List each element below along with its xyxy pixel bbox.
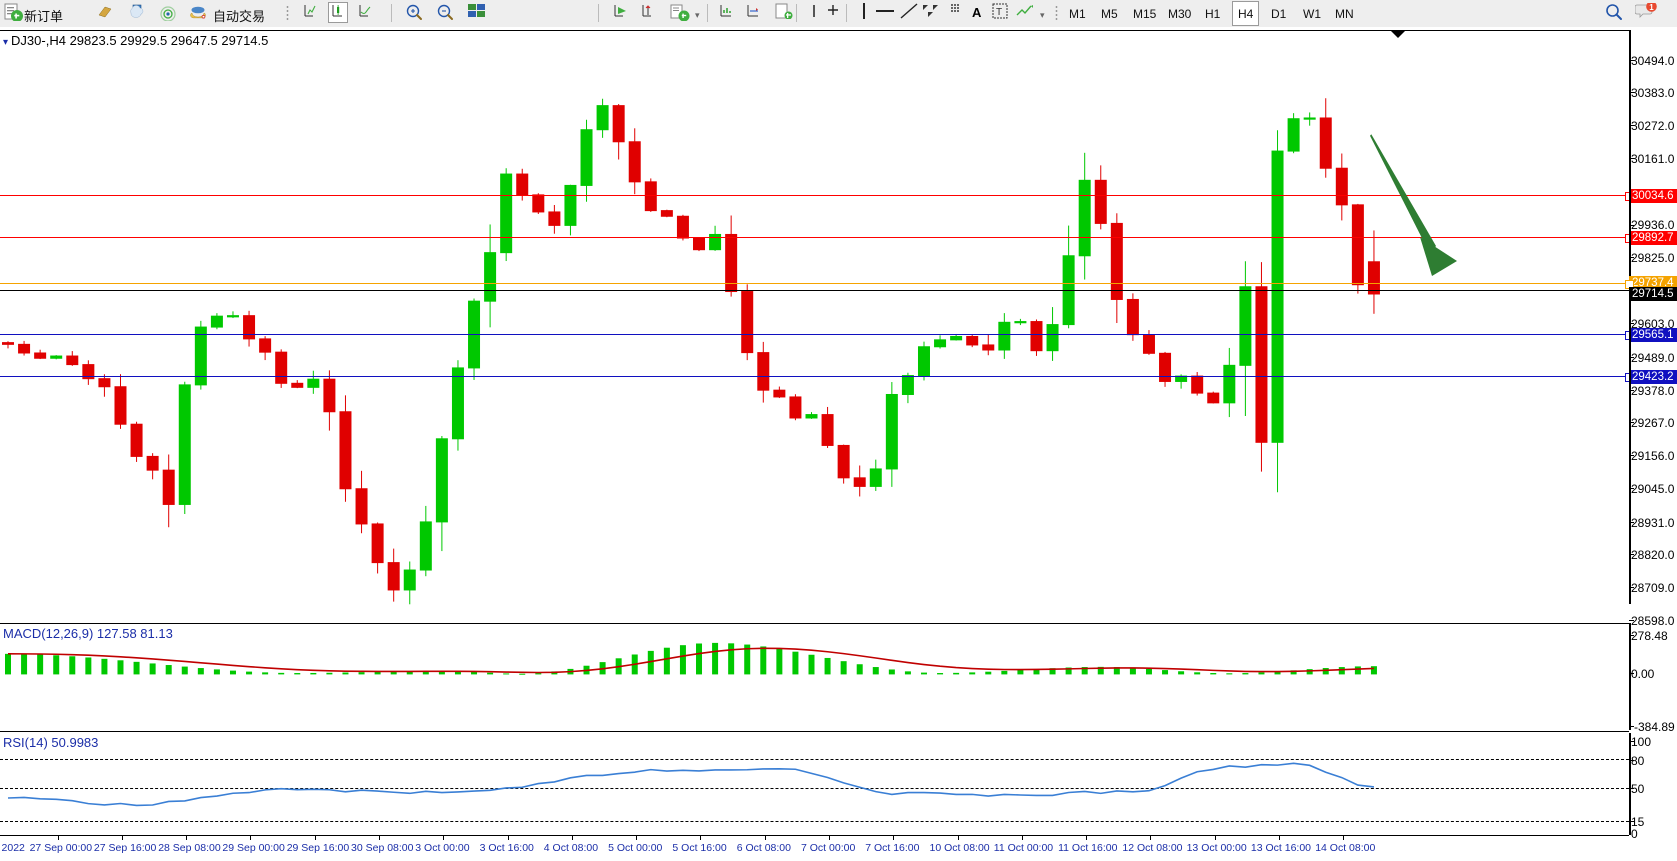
svg-text:T: T bbox=[996, 7, 1002, 18]
svg-text:1: 1 bbox=[1649, 3, 1654, 12]
